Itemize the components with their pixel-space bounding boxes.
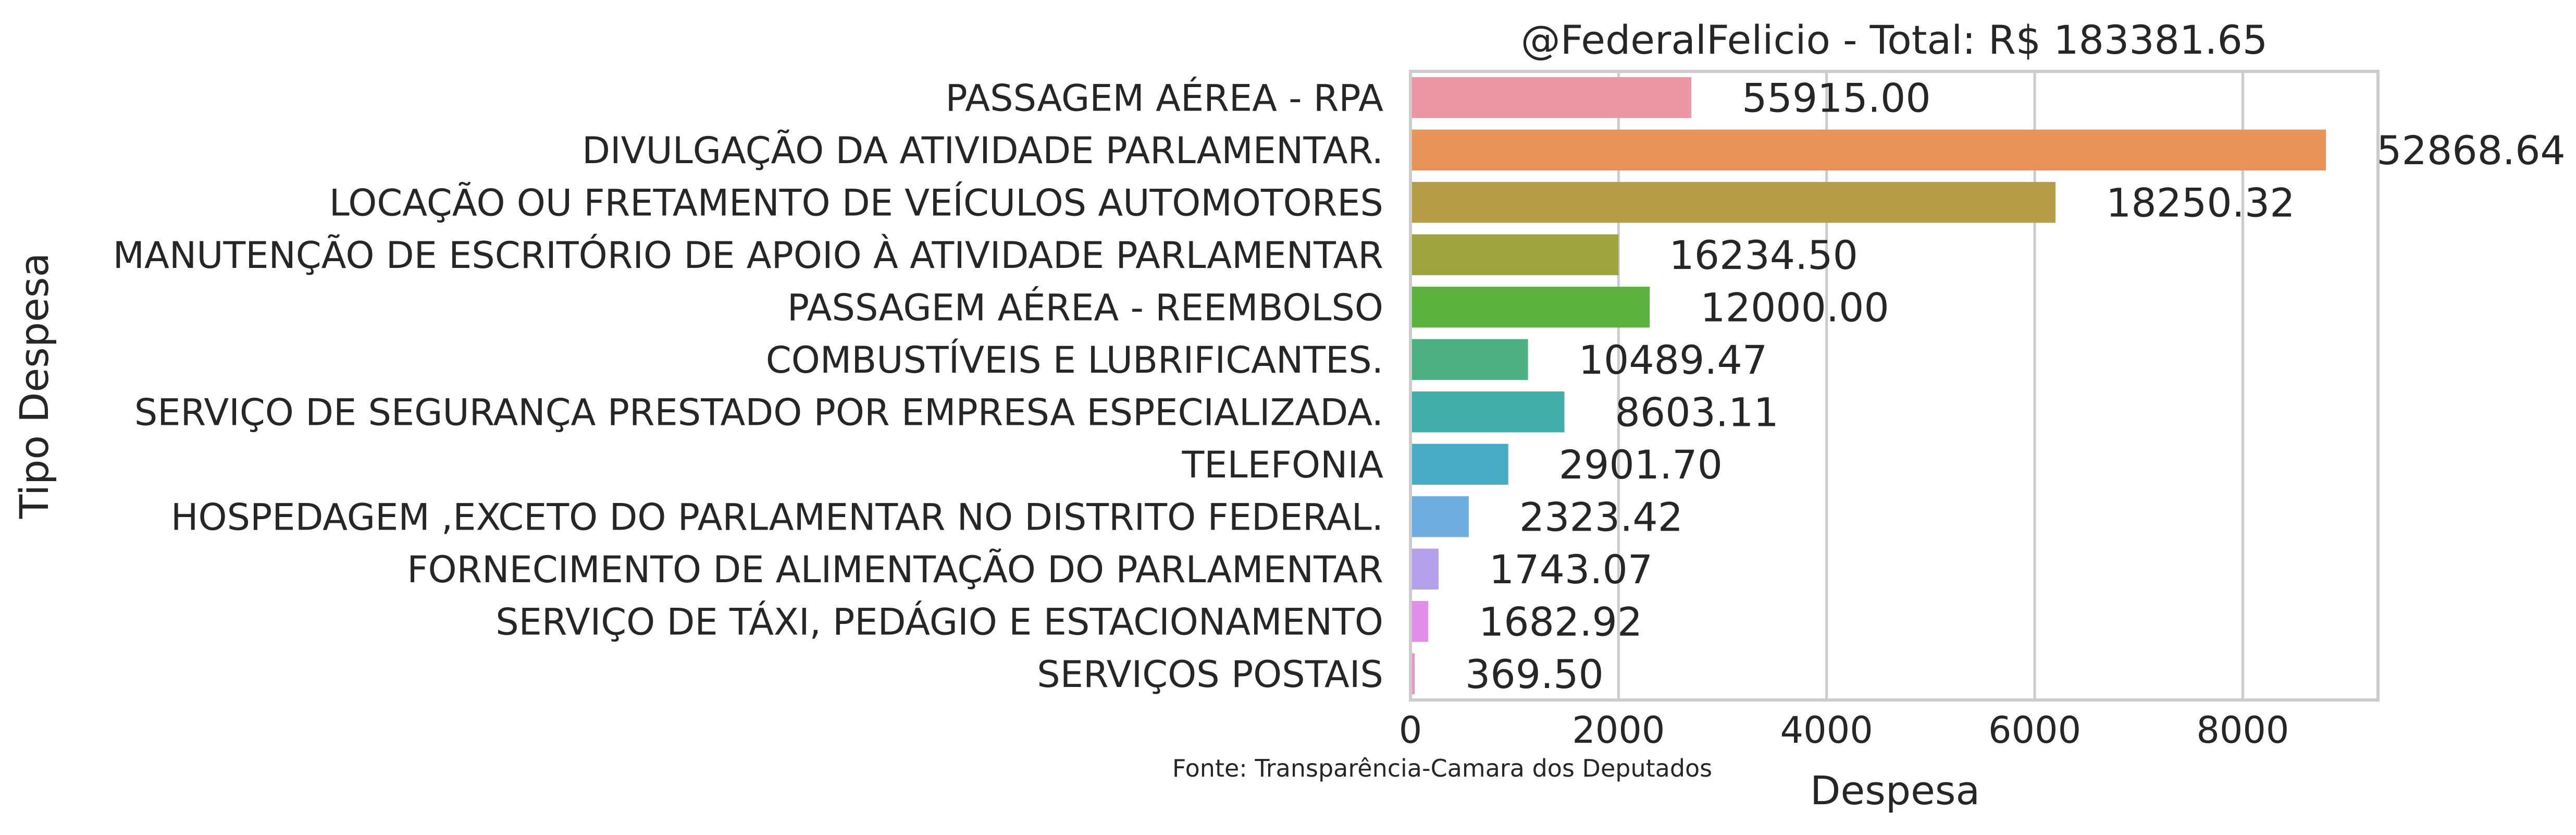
category-label: LOCAÇÃO OU FRETAMENTO DE VEÍCULOS AUTOMO…: [329, 181, 1383, 224]
value-label: 12000.00: [1700, 284, 1889, 330]
category-label: TELEFONIA: [1182, 444, 1384, 486]
category-label: HOSPEDAGEM ,EXCETO DO PARLAMENTAR NO DIS…: [171, 496, 1383, 538]
x-tick-labels: 0 2000 4000 6000 8000: [1399, 709, 2289, 752]
bar: [1410, 548, 1439, 590]
value-label: 18250.32: [2106, 179, 2295, 226]
x-tick-label: 4000: [1780, 709, 1873, 752]
bar: [1410, 77, 1692, 118]
bar: [1410, 339, 1528, 380]
x-tick-label: 2000: [1572, 709, 1665, 752]
category-label: COMBUSTÍVEIS E LUBRIFICANTES.: [766, 339, 1383, 382]
bar: [1410, 391, 1565, 433]
value-label: 55915.00: [1742, 75, 1931, 121]
value-label: 1682.92: [1479, 598, 1642, 645]
bar: [1410, 129, 2326, 170]
value-label: 16234.50: [1669, 232, 1858, 278]
x-tick-label: 8000: [2196, 709, 2289, 752]
bar: [1410, 653, 1415, 694]
bars: [1410, 77, 2326, 694]
bar: [1410, 444, 1508, 485]
category-label: PASSAGEM AÉREA - RPA: [946, 77, 1384, 119]
value-label: 10489.47: [1579, 337, 1768, 383]
y-axis-label: Tipo Despesa: [11, 253, 57, 519]
category-label: FORNECIMENTO DE ALIMENTAÇÃO DO PARLAMENT…: [407, 548, 1383, 591]
category-label: SERVIÇO DE TÁXI, PEDÁGIO E ESTACIONAMENT…: [496, 600, 1383, 643]
bar: [1410, 234, 1619, 275]
plot-frame: [1409, 70, 2380, 702]
x-tick-label: 0: [1399, 709, 1422, 752]
value-labels: 55915.00 52868.64 18250.32 16234.50 12000.00…: [1465, 75, 2566, 697]
value-label: 2323.42: [1519, 494, 1683, 540]
x-axis-label: Despesa: [1810, 767, 1980, 814]
category-label: PASSAGEM AÉREA - REEMBOLSO: [787, 286, 1383, 329]
category-labels: PASSAGEM AÉREA - RPA DIVULGAÇÃO DA ATIVID…: [113, 77, 1384, 696]
category-label: SERVIÇO DE SEGURANÇA PRESTADO POR EMPRES…: [134, 391, 1383, 434]
value-label: 369.50: [1465, 651, 1604, 697]
value-label: 8603.11: [1615, 389, 1779, 435]
bar: [1410, 601, 1428, 642]
bar: [1410, 182, 2055, 223]
category-label: MANUTENÇÃO DE ESCRITÓRIO DE APOIO À ATIV…: [113, 234, 1383, 277]
chart-title: @FederalFelicio - Total: R$ 183381.65: [1521, 17, 2268, 63]
value-label: 1743.07: [1489, 546, 1653, 593]
bar: [1410, 496, 1469, 537]
value-label: 2901.70: [1559, 441, 1723, 488]
bar: [1410, 287, 1650, 328]
x-tick-label: 6000: [1988, 709, 2081, 752]
category-label: DIVULGAÇÃO DA ATIVIDADE PARLAMENTAR.: [582, 129, 1383, 172]
source-note: Fonte: Transparência-Camara dos Deputado…: [1172, 754, 1712, 782]
value-label: 52868.64: [2376, 127, 2566, 174]
category-label: SERVIÇOS POSTAIS: [1037, 653, 1383, 696]
